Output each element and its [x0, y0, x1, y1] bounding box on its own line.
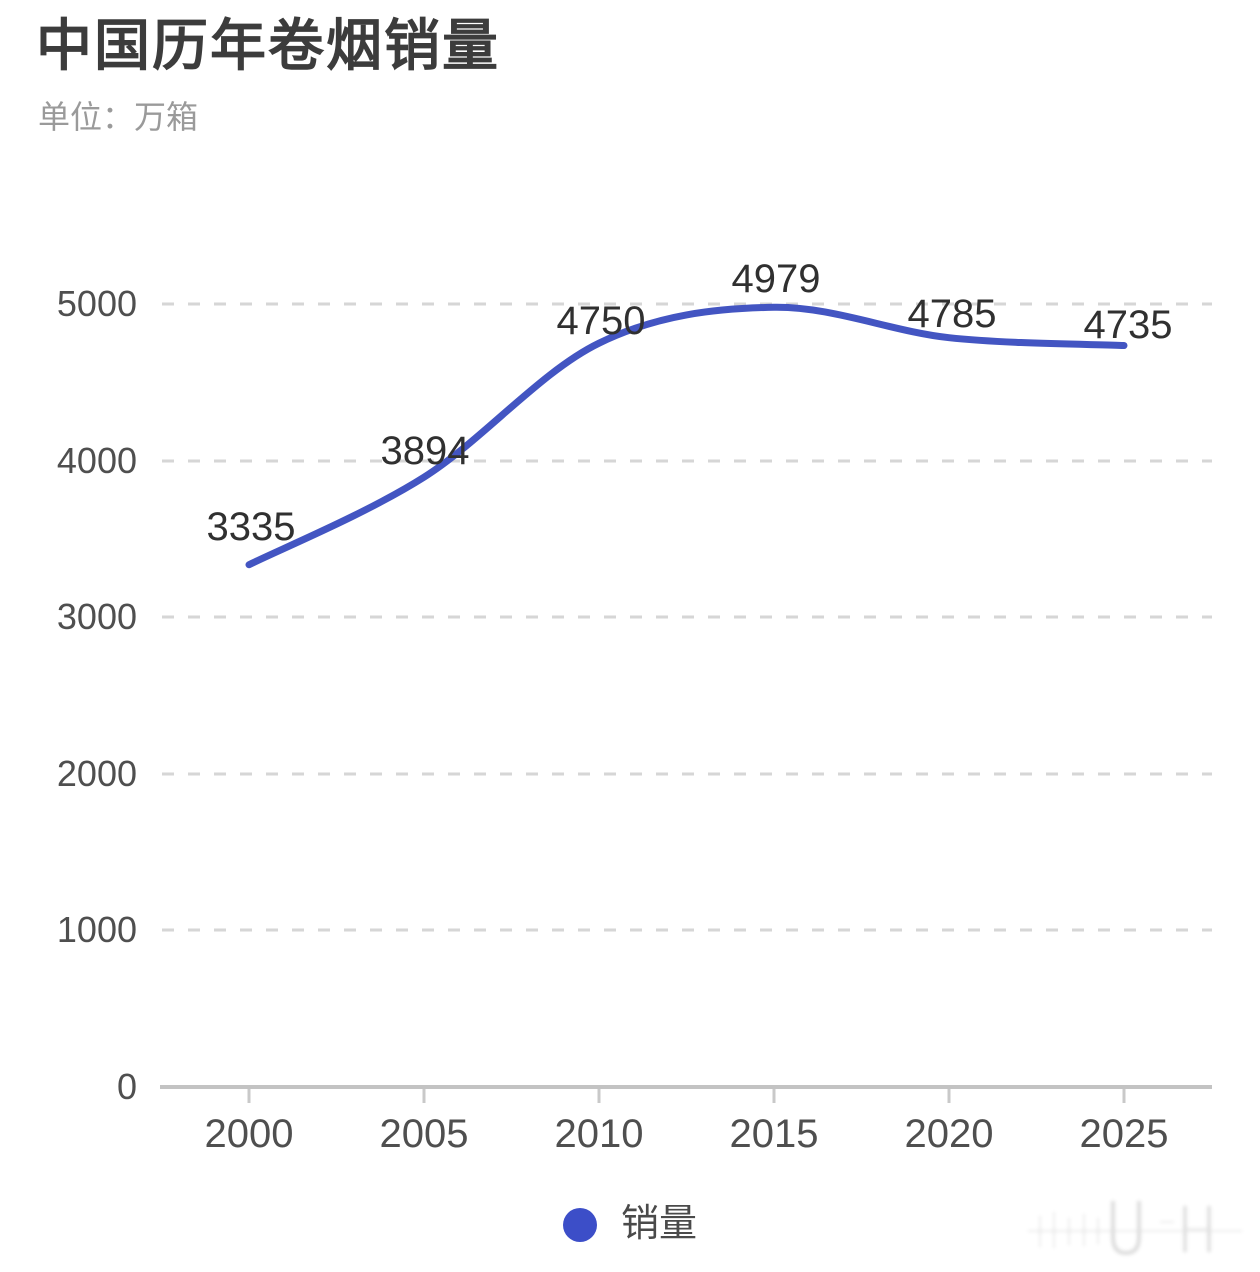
- y-axis-tick-label: 3000: [56, 596, 137, 637]
- x-axis-tick-label: 2005: [379, 1112, 469, 1156]
- x-axis-tick-label: 2025: [1079, 1112, 1169, 1156]
- x-axis-tick-label: 2000: [204, 1112, 294, 1156]
- data-label-2005: 3894: [380, 429, 470, 473]
- y-axis-tick-label: 4000: [56, 440, 137, 481]
- data-label-2010: 4750: [556, 299, 646, 343]
- data-label-2000: 3335: [206, 505, 296, 549]
- data-label-2015: 4979: [731, 257, 821, 301]
- data-label-2025: 4735: [1083, 303, 1173, 347]
- gridlines: [162, 302, 1212, 932]
- y-axis-tick-label: 5000: [56, 283, 137, 324]
- legend-label: 销量: [620, 1203, 697, 1246]
- x-axis-ticks: [247, 1089, 1126, 1103]
- watermark: [1028, 1201, 1242, 1256]
- x-axis-tick-label: 2010: [554, 1112, 644, 1156]
- legend-item-sales[interactable]: 销量: [0, 1198, 1260, 1252]
- chart-unit-label: 单位：万箱: [38, 99, 199, 135]
- y-axis-tick-label: 1000: [56, 909, 137, 950]
- x-axis-tick-label: 2015: [729, 1112, 819, 1156]
- sales-line-series: [245, 303, 1128, 569]
- y-axis-tick-label: 0: [116, 1066, 137, 1107]
- y-axis-tick-label: 2000: [56, 753, 137, 794]
- legend-marker-dot: [562, 1208, 597, 1242]
- x-axis-tick-label: 2020: [904, 1112, 994, 1156]
- data-label-2020: 4785: [907, 292, 997, 336]
- chart-title: 中国历年卷烟销量: [36, 14, 500, 77]
